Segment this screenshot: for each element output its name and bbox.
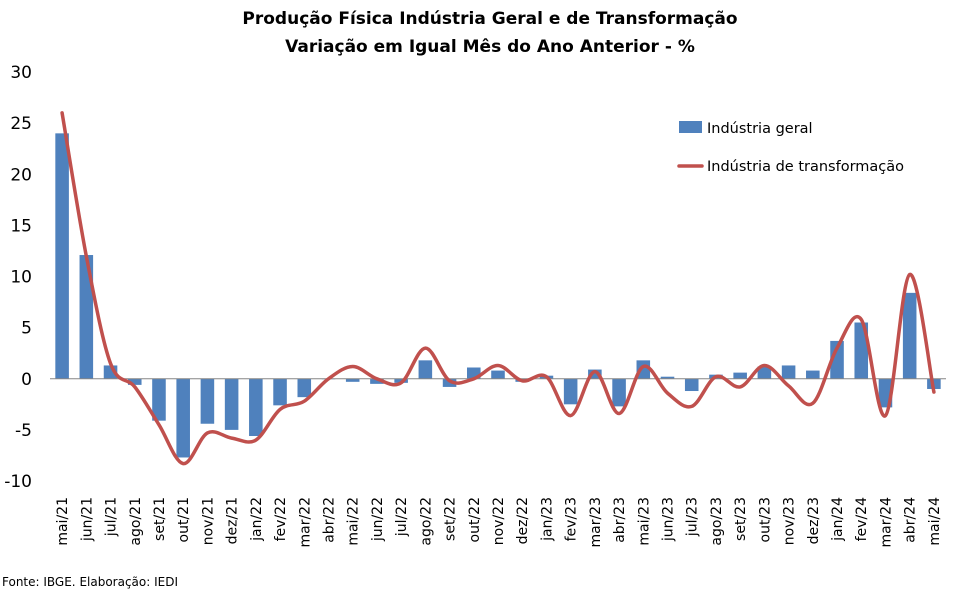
x-tick-label: out/23: [757, 497, 773, 542]
y-tick-label: 30: [10, 63, 32, 83]
x-tick-label: ago/23: [709, 497, 725, 546]
x-tick-label: fev/24: [854, 497, 870, 541]
x-tick-label: set/21: [152, 497, 168, 541]
x-tick-label: nov/23: [782, 497, 798, 545]
x-tick-label: dez/21: [225, 497, 241, 544]
x-tick-label: fev/23: [564, 497, 580, 541]
x-tick-label: jun/21: [79, 497, 95, 542]
bar-set-22: [442, 378, 457, 387]
chart-subtitle: Variação em Igual Mês do Ano Anterior - …: [285, 37, 695, 57]
bar-mai-22: [345, 378, 360, 382]
bar-series-industria-geral: [55, 133, 941, 458]
y-tick-label: -10: [4, 472, 32, 492]
x-tick-label: mai/23: [636, 497, 652, 546]
bar-dez-23: [806, 370, 820, 379]
legend: Indústria geral Indústria de transformaç…: [677, 121, 904, 175]
bar-jun-22: [370, 378, 384, 384]
y-tick-label: 25: [10, 114, 32, 134]
legend-label-industria-geral: Indústria geral: [707, 121, 813, 137]
bar-set-21: [152, 378, 166, 421]
x-tick-label: nov/21: [200, 497, 216, 545]
x-tick-label: jul/22: [394, 497, 410, 537]
bar-jan-22: [249, 378, 263, 437]
y-tick-label: -5: [15, 421, 32, 441]
y-tick-label: 0: [21, 370, 32, 390]
x-tick-label: set/22: [443, 497, 459, 541]
x-tick-label: mar/24: [878, 497, 894, 548]
x-tick-label: jun/23: [661, 497, 677, 542]
bar-dez-21: [224, 378, 239, 430]
bar-out-21: [176, 378, 190, 458]
x-tick-label: mai/24: [927, 497, 943, 546]
bar-nov-22: [491, 370, 505, 379]
bar-nov-23: [781, 365, 796, 379]
x-tick-label: jan/24: [830, 497, 846, 542]
bar-mar-22: [297, 378, 312, 398]
x-tick-label: jan/22: [249, 497, 265, 542]
y-tick-label: 15: [10, 216, 32, 236]
bar-abr-24: [902, 292, 917, 379]
bar-jun-23: [660, 376, 675, 379]
bar-mar-23: [588, 369, 602, 379]
bar-jul-23: [684, 378, 699, 392]
x-tick-label: nov/22: [491, 497, 507, 545]
x-tick-label: ago/22: [418, 497, 434, 546]
x-tick-label: dez/22: [515, 497, 531, 544]
bar-out-22: [467, 367, 481, 379]
x-tick-label: out/22: [467, 497, 483, 542]
x-tick-label: mai/21: [55, 497, 71, 546]
x-tick-label: ago/21: [128, 497, 144, 546]
legend-label-industria-de-transformacao: Indústria de transformação: [707, 159, 904, 175]
bar-jan-24: [830, 340, 844, 379]
bar-nov-21: [200, 378, 215, 424]
bar-mai-21: [55, 133, 69, 379]
y-tick-label: 5: [21, 319, 32, 339]
line-series-industria-de-transformacao: [60, 111, 936, 466]
x-tick-label: jul/21: [104, 497, 120, 537]
x-tick-label: out/21: [176, 497, 192, 542]
x-tick-label: mar/23: [588, 497, 604, 548]
y-tick-label: 10: [10, 268, 32, 288]
bar-jun-21: [79, 255, 94, 379]
x-tick-label: fev/22: [273, 497, 289, 541]
x-tick-label: abr/22: [321, 497, 337, 543]
x-tick-label: dez/23: [806, 497, 822, 544]
bar-fev-23: [563, 378, 578, 405]
y-axis-ticks: 30 25 20 15 10 5 0 -5 -10: [4, 63, 32, 492]
legend-swatch-industria-geral: [679, 121, 702, 133]
y-tick-label: 20: [10, 165, 32, 185]
x-tick-label: jan/23: [539, 497, 555, 542]
x-tick-label: jun/22: [370, 497, 386, 542]
bar-set-23: [733, 372, 747, 379]
bar-ago-21: [127, 378, 142, 385]
x-tick-label: mai/22: [346, 497, 362, 546]
bar-abr-23: [612, 378, 626, 407]
x-tick-label: abr/23: [612, 497, 628, 543]
x-tick-label: mar/22: [297, 497, 313, 548]
source-note: Fonte: IBGE. Elaboração: IEDI: [2, 575, 178, 589]
bar-out-23: [757, 366, 772, 379]
chart-title: Produção Física Indústria Geral e de Tra…: [242, 9, 737, 29]
x-tick-label: jul/23: [685, 497, 701, 537]
bar-fev-22: [273, 378, 287, 406]
x-tick-label: abr/24: [903, 497, 919, 543]
x-axis-ticks: mai/21 jun/21 jul/21 ago/21 set/21 out/21 nov/…: [55, 497, 943, 548]
x-tick-label: set/23: [733, 497, 749, 541]
bar-ago-22: [418, 360, 433, 379]
